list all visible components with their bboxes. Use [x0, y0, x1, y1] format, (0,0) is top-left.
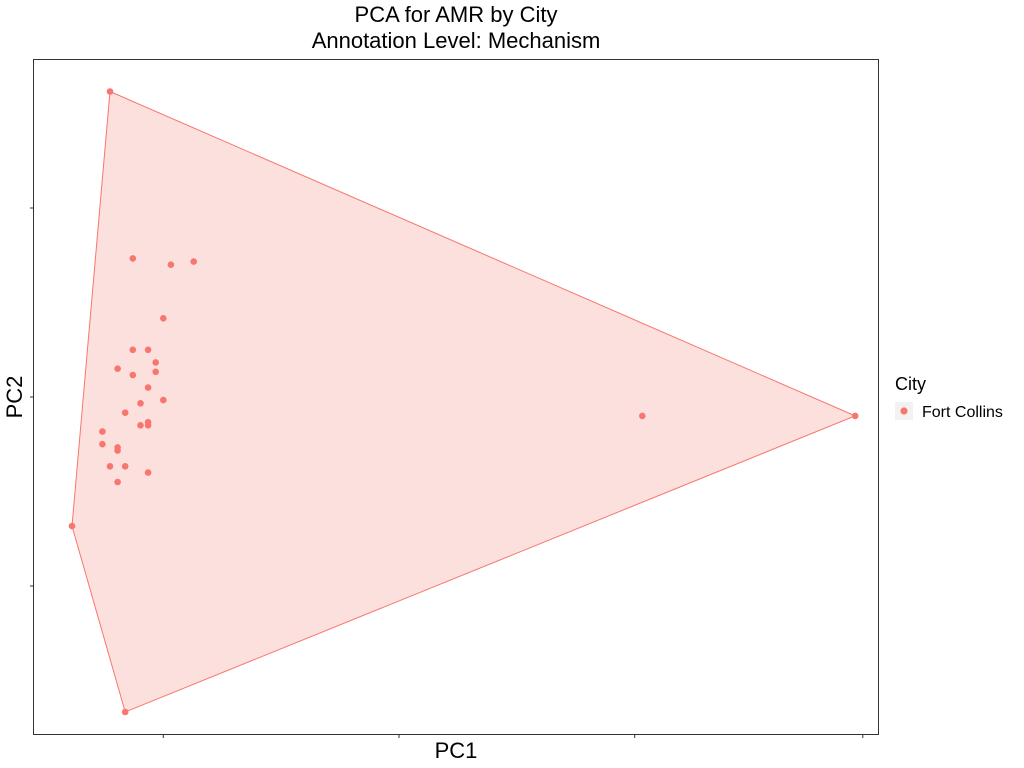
legend-title: City	[895, 374, 926, 394]
chart-subtitle: Annotation Level: Mechanism	[312, 28, 601, 53]
data-point-5	[639, 412, 646, 420]
legend-key-fort-collins	[900, 407, 908, 415]
data-point-1	[106, 88, 114, 95]
data-point-22	[144, 418, 152, 426]
data-point-17	[137, 400, 144, 407]
data-point-19	[121, 409, 129, 417]
data-point-18	[160, 396, 167, 404]
data-point-27	[106, 463, 114, 470]
data-point-4	[68, 522, 76, 530]
data-point-10	[144, 346, 152, 354]
data-point-11	[129, 346, 137, 354]
data-point-7	[167, 261, 175, 269]
points-layer	[68, 88, 859, 716]
data-point-13	[114, 365, 121, 373]
data-point-26	[114, 447, 121, 454]
plot-area	[30, 59, 879, 738]
data-point-15	[129, 371, 137, 379]
y-axis-title: PC2	[2, 376, 27, 419]
data-point-24	[99, 440, 106, 448]
ticks-layer	[30, 207, 864, 738]
chart-title: PCA for AMR by City	[355, 2, 558, 27]
legend-label-fort-collins: Fort Collins	[922, 404, 1003, 421]
legend: City Fort Collins	[895, 374, 1003, 421]
data-point-16	[144, 384, 152, 391]
data-point-23	[99, 428, 106, 435]
data-point-6	[129, 255, 137, 262]
data-point-29	[144, 469, 152, 476]
data-point-12	[152, 359, 159, 366]
data-point-20	[137, 422, 144, 429]
data-point-28	[121, 463, 129, 470]
data-point-9	[160, 315, 167, 322]
x-axis-title: PC1	[435, 738, 478, 763]
data-point-30	[114, 478, 121, 486]
data-point-8	[190, 258, 197, 265]
data-point-2	[851, 412, 859, 420]
data-point-14	[152, 368, 159, 376]
data-point-3	[121, 708, 129, 716]
